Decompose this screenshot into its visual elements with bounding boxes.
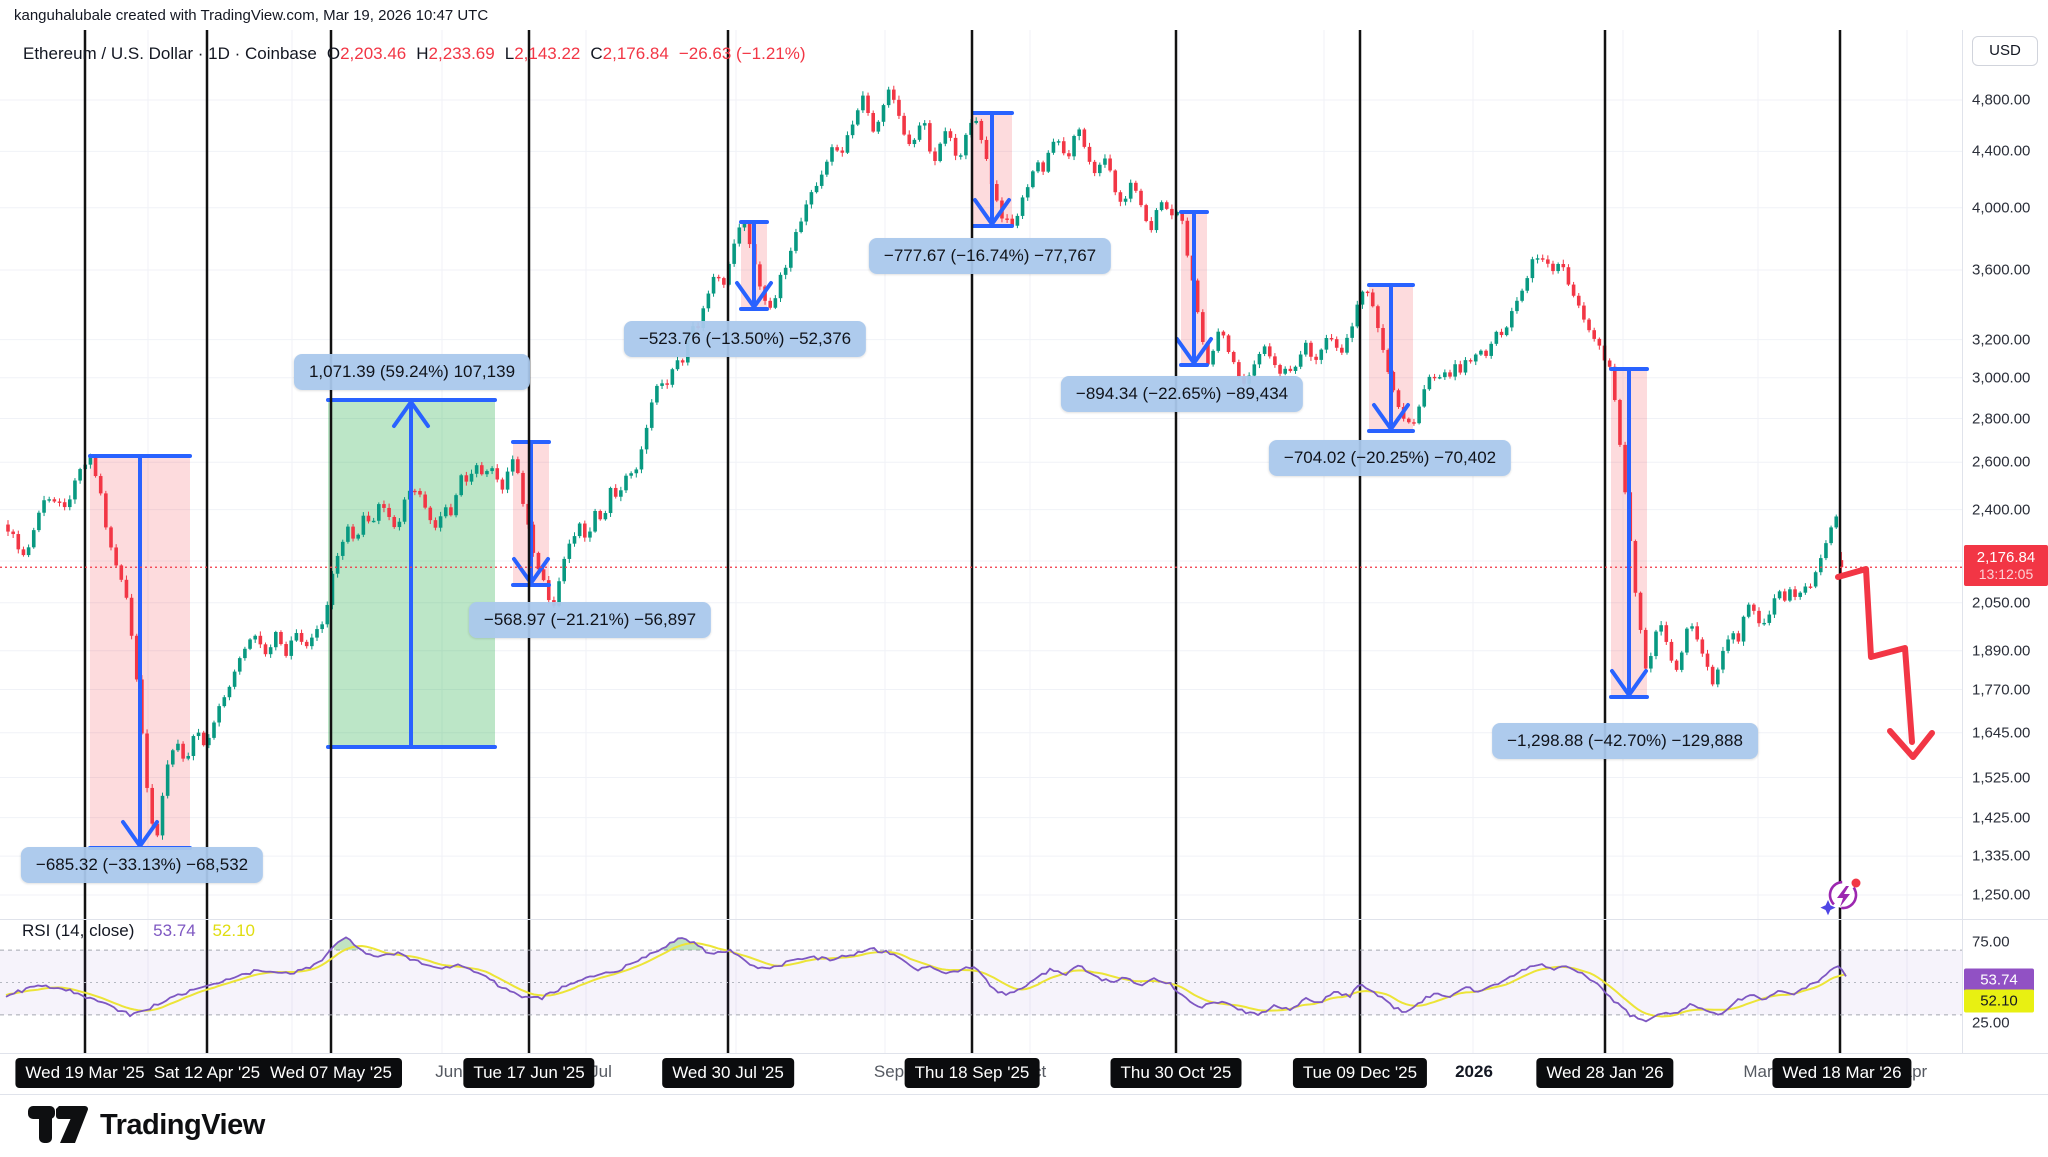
ohlc-value: 2,176.84 bbox=[602, 44, 669, 63]
price-tick-label: 1,525.00 bbox=[1972, 769, 2031, 787]
time-axis-month-label: Jun bbox=[435, 1062, 463, 1081]
tradingview-logo[interactable]: TradingView bbox=[28, 1106, 265, 1144]
rsi-pane[interactable] bbox=[0, 936, 1962, 1023]
year-axis-label: 2026 bbox=[1455, 1062, 1493, 1081]
last-price-value: 2,176.84 bbox=[1976, 549, 2036, 567]
price-tick-label: 4,400.00 bbox=[1972, 142, 2031, 160]
pane-divider[interactable] bbox=[0, 919, 2048, 920]
measurement-label[interactable]: −1,298.88 (−42.70%) −129,888 bbox=[1492, 723, 1758, 759]
last-price-badge: 2,176.84 13:12:05 bbox=[1964, 545, 2048, 587]
ohlc-values: O2,203.46 H2,233.69 L2,143.22 C2,176.84 bbox=[317, 44, 669, 63]
date-marker-badge[interactable]: Wed 19 Mar '25 bbox=[15, 1058, 155, 1088]
price-tick-label: 2,400.00 bbox=[1972, 501, 2031, 519]
measurement-label[interactable]: −568.97 (−21.21%) −56,897 bbox=[468, 602, 712, 638]
price-tick-label: 2,800.00 bbox=[1972, 410, 2031, 427]
forecast-arrow-drawing[interactable] bbox=[1835, 566, 1935, 760]
date-marker-badge[interactable]: Sat 12 Apr '25 bbox=[143, 1058, 271, 1088]
ohlc-value: 2,233.69 bbox=[428, 44, 495, 63]
rsi-tick-label: 75.00 bbox=[1972, 933, 2010, 951]
rsi-legend[interactable]: RSI (14, close) 53.74 52.10 bbox=[22, 921, 255, 941]
date-marker-badge[interactable]: Wed 18 Mar '26 bbox=[1772, 1058, 1912, 1088]
attribution-text: kanguhalubale created with TradingView.c… bbox=[14, 7, 489, 24]
date-marker-badge[interactable]: Tue 09 Dec '25 bbox=[1292, 1058, 1428, 1088]
price-tick-label: 3,200.00 bbox=[1972, 331, 2031, 349]
price-tick-label: 1,890.00 bbox=[1972, 642, 2031, 660]
ohlc-letter: H bbox=[416, 44, 429, 63]
vertical-line-drawings[interactable] bbox=[83, 30, 1842, 1057]
ohlc-letter: L bbox=[504, 44, 515, 63]
measurement-label[interactable]: −777.67 (−16.74%) −77,767 bbox=[868, 238, 1112, 274]
price-tick-label: 1,425.00 bbox=[1972, 809, 2031, 827]
change-value: −26.63 (−1.21%) bbox=[678, 44, 806, 63]
price-tick-label: 1,250.00 bbox=[1972, 886, 2031, 904]
date-marker-badge[interactable]: Wed 30 Jul '25 bbox=[662, 1058, 794, 1088]
ohlc-value: 2,203.46 bbox=[340, 44, 407, 63]
price-tick-label: 1,645.00 bbox=[1972, 724, 2031, 742]
rsi-value-main: 53.74 bbox=[153, 921, 196, 940]
measurement-label[interactable]: −894.34 (−22.65%) −89,434 bbox=[1060, 376, 1304, 412]
rsi-title: RSI (14, close) bbox=[22, 921, 135, 940]
rsi-value-badge: 53.74 bbox=[1964, 968, 2034, 992]
sparkle-icon[interactable] bbox=[1820, 877, 1861, 916]
price-tick-label: 1,335.00 bbox=[1972, 847, 2031, 865]
rsi-value-badge: 52.10 bbox=[1964, 989, 2034, 1013]
bar-countdown: 13:12:05 bbox=[1978, 566, 2034, 583]
price-tick-label: 2,600.00 bbox=[1972, 453, 2031, 471]
date-marker-badge[interactable]: Thu 30 Oct '25 bbox=[1110, 1058, 1242, 1088]
rsi-tick-label: 25.00 bbox=[1972, 1014, 2010, 1032]
symbol-legend[interactable]: Ethereum / U.S. Dollar · 1D · Coinbase O2… bbox=[23, 44, 806, 64]
time-axis-month-label: Sep bbox=[873, 1062, 905, 1081]
measurement-label[interactable]: −523.76 (−13.50%) −52,376 bbox=[623, 321, 867, 357]
measurement-fills[interactable] bbox=[90, 113, 1647, 848]
date-marker-badge[interactable]: Thu 18 Sep '25 bbox=[904, 1058, 1040, 1088]
ohlc-value: 2,143.22 bbox=[514, 44, 581, 63]
price-tick-label: 3,000.00 bbox=[1972, 369, 2031, 387]
price-tick-label: 2,050.00 bbox=[1972, 594, 2031, 612]
measurement-label[interactable]: −704.02 (−20.25%) −70,402 bbox=[1268, 440, 1512, 476]
symbol-title: Ethereum / U.S. Dollar · 1D · Coinbase bbox=[23, 44, 317, 63]
price-tick-label: 4,800.00 bbox=[1972, 91, 2031, 109]
candlestick-series[interactable] bbox=[6, 85, 1844, 840]
time-axis-month-label: Mar bbox=[1743, 1062, 1773, 1081]
tradingview-logo-mark bbox=[28, 1106, 88, 1143]
date-marker-badge[interactable]: Tue 17 Jun '25 bbox=[463, 1058, 595, 1088]
currency-label[interactable]: USD bbox=[1972, 36, 2038, 66]
price-scale-divider bbox=[1962, 30, 1963, 1093]
rsi-value-secondary: 52.10 bbox=[212, 921, 255, 940]
measurement-label[interactable]: −685.32 (−33.13%) −68,532 bbox=[20, 847, 264, 883]
ohlc-letter: C bbox=[590, 44, 603, 63]
tradingview-logo-text: TradingView bbox=[100, 1108, 265, 1141]
price-tick-label: 4,000.00 bbox=[1972, 199, 2031, 217]
measurement-drawings[interactable] bbox=[88, 111, 1649, 850]
date-marker-badge[interactable]: Wed 28 Jan '26 bbox=[1536, 1058, 1674, 1088]
price-tick-label: 3,600.00 bbox=[1972, 261, 2031, 279]
price-tick-label: 1,770.00 bbox=[1972, 681, 2031, 698]
measurement-label[interactable]: 1,071.39 (59.24%) 107,139 bbox=[293, 354, 531, 390]
time-axis-month-label: Jul bbox=[590, 1062, 612, 1081]
ohlc-letter: O bbox=[326, 44, 341, 63]
date-marker-badge[interactable]: Wed 07 May '25 bbox=[260, 1058, 402, 1088]
